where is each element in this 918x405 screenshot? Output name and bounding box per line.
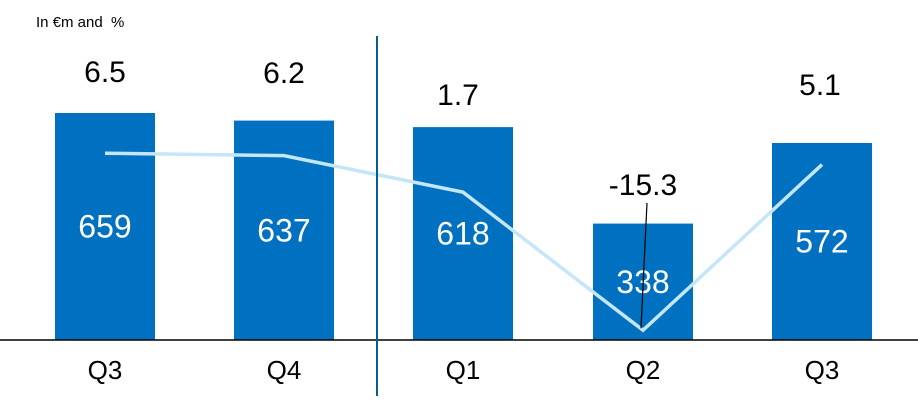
leader-line (640, 202, 648, 329)
bar-value-label: 659 (78, 209, 131, 245)
line-value-label: -15.3 (609, 169, 677, 202)
x-tick-label: Q2 (626, 355, 661, 385)
bar-q3-4 (772, 142, 872, 340)
bar-value-label: 637 (257, 212, 310, 248)
line-value-label: 6.2 (263, 57, 305, 90)
bar-value-label: 572 (795, 223, 848, 259)
bar-q3-0 (55, 113, 155, 340)
line-layer (104, 151, 824, 333)
line-value-label: 1.7 (437, 79, 479, 112)
unit-label: In €m and % (36, 14, 125, 31)
x-tick-label: Q1 (446, 355, 481, 385)
bars-layer (55, 113, 872, 340)
bar-value-label: 618 (436, 216, 489, 252)
bar-q1-2 (413, 127, 513, 340)
axis-layer (0, 36, 918, 396)
line-value-label: 5.1 (799, 69, 841, 102)
x-tick-label: Q3 (805, 355, 840, 385)
line-value-label: 6.5 (84, 56, 126, 89)
x-tick-label: Q4 (267, 355, 302, 385)
x-tick-label: Q3 (88, 355, 123, 385)
